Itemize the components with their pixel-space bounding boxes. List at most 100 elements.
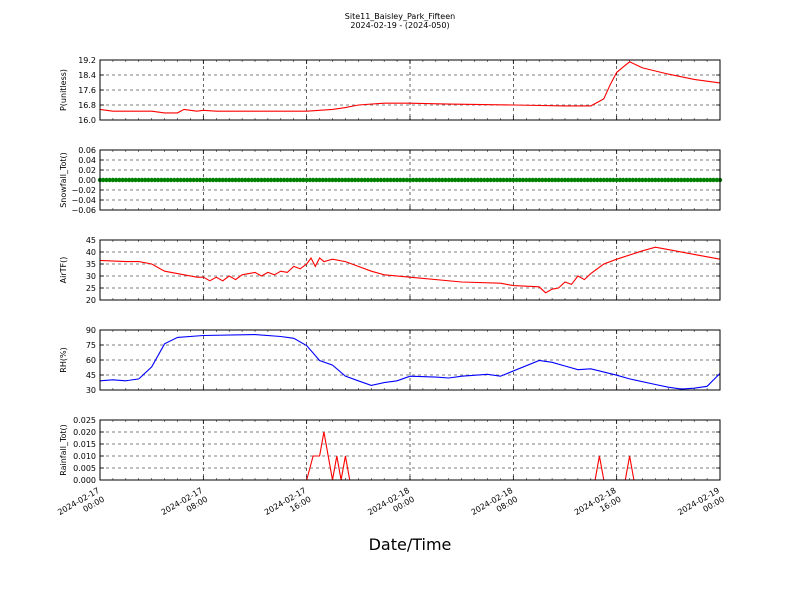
snowfall-point	[346, 177, 351, 183]
snowfall-point	[540, 177, 545, 183]
snowfall-point	[572, 177, 577, 183]
snowfall-point	[482, 177, 487, 183]
snowfall-point	[701, 177, 707, 183]
y-tick-label: 90	[86, 326, 96, 335]
snowfall-point	[533, 177, 539, 183]
snowfall-point	[650, 177, 655, 183]
snowfall-point	[604, 177, 610, 183]
snowfall-point	[462, 177, 468, 183]
snowfall-point	[275, 177, 280, 183]
snowfall-point	[310, 177, 316, 183]
snowfall-point	[243, 177, 248, 183]
snowfall-point	[630, 177, 635, 183]
snowfall-point	[559, 177, 564, 183]
y-tick-label: 0.025	[73, 416, 96, 425]
snowfall-point	[101, 177, 106, 183]
snowfall-point	[417, 177, 422, 183]
snowfall-point	[382, 177, 387, 183]
y-tick-label: 0.00	[78, 176, 96, 185]
y-axis-label: Snowfall_Tot()	[59, 152, 68, 208]
y-tick-label: 30	[86, 386, 96, 395]
y-axis-label: P(unitless)	[59, 69, 68, 111]
panel-4: 0.000 0.005 0.010 0.015 0.020 0.025 Rainfall_T…	[59, 416, 721, 485]
snowfall-point	[598, 177, 603, 183]
snowfall-point	[698, 177, 703, 183]
snowfall-point	[614, 177, 619, 183]
snowfall-point	[443, 177, 448, 183]
snowfall-point	[285, 177, 290, 183]
snowfall-point	[549, 177, 555, 183]
snowfall-point	[288, 177, 293, 183]
snowfall-point	[659, 177, 665, 183]
snowfall-point	[485, 177, 490, 183]
snowfall-point	[365, 177, 371, 183]
series-line-3	[99, 334, 721, 390]
snowfall-point	[427, 177, 432, 183]
y-tick-label: 19.2	[78, 56, 96, 65]
snowfall-point	[113, 177, 119, 183]
y-tick-label: 0.02	[78, 166, 96, 175]
snowfall-point	[643, 177, 648, 183]
snowfall-point	[123, 177, 128, 183]
snowfall-point	[391, 177, 397, 183]
snowfall-point	[491, 177, 497, 183]
snowfall-point	[268, 177, 274, 183]
snowfall-point	[372, 177, 377, 183]
snowfall-point	[298, 177, 303, 183]
snowfall-point	[440, 177, 445, 183]
snowfall-point	[188, 177, 193, 183]
series-line-2	[99, 246, 721, 294]
snowfall-point	[352, 177, 358, 183]
y-axis-label: Rainfall_Tot()	[59, 424, 68, 476]
snowfall-point	[653, 177, 658, 183]
snowfall-point	[595, 177, 600, 183]
y-tick-label: 30	[86, 272, 96, 281]
snowfall-point	[172, 177, 177, 183]
snowfall-point	[159, 177, 164, 183]
snowfall-point	[459, 177, 464, 183]
y-tick-label: 20	[86, 296, 96, 305]
snowfall-point	[139, 177, 145, 183]
snowfall-point	[239, 177, 245, 183]
snowfall-point	[704, 177, 710, 183]
y-tick-label: −0.06	[71, 206, 96, 215]
snowfall-point	[692, 177, 697, 183]
snowfall-point	[204, 177, 209, 183]
snowfall-point	[185, 177, 190, 183]
snowfall-point	[530, 177, 535, 183]
snowfall-point	[385, 177, 390, 183]
snowfall-point	[507, 177, 513, 183]
snowfall-point	[469, 177, 474, 183]
y-tick-label: 17.6	[78, 86, 96, 95]
snowfall-point	[262, 177, 267, 183]
snowfall-point	[404, 177, 409, 183]
snowfall-point	[617, 177, 623, 183]
x-axis-label: Date/Time	[369, 535, 452, 554]
snowfall-point	[349, 177, 355, 183]
y-tick-label: −0.04	[71, 196, 96, 205]
y-tick-label: 0.06	[78, 146, 96, 155]
snowfall-point	[107, 177, 112, 183]
snowfall-point	[582, 177, 587, 183]
snowfall-point	[194, 177, 200, 183]
snowfall-point	[591, 177, 597, 183]
snowfall-point	[336, 177, 342, 183]
snowfall-point	[627, 177, 632, 183]
snowfall-point	[527, 177, 532, 183]
snowfall-point	[214, 177, 219, 183]
snowfall-point	[343, 177, 348, 183]
snowfall-point	[233, 177, 238, 183]
panel-frame	[99, 149, 721, 211]
y-tick-label: 0.015	[73, 440, 96, 449]
snowfall-point	[259, 177, 264, 183]
snowfall-point	[436, 177, 442, 183]
y-tick-label: 75	[86, 341, 96, 350]
snowfall-point	[666, 177, 671, 183]
snowfall-point	[165, 177, 170, 183]
snowfall-point	[675, 177, 681, 183]
snowfall-point	[256, 177, 261, 183]
snowfall-point	[537, 177, 542, 183]
chart-title: Site11_Baisley_Park_Fifteen	[345, 12, 455, 21]
